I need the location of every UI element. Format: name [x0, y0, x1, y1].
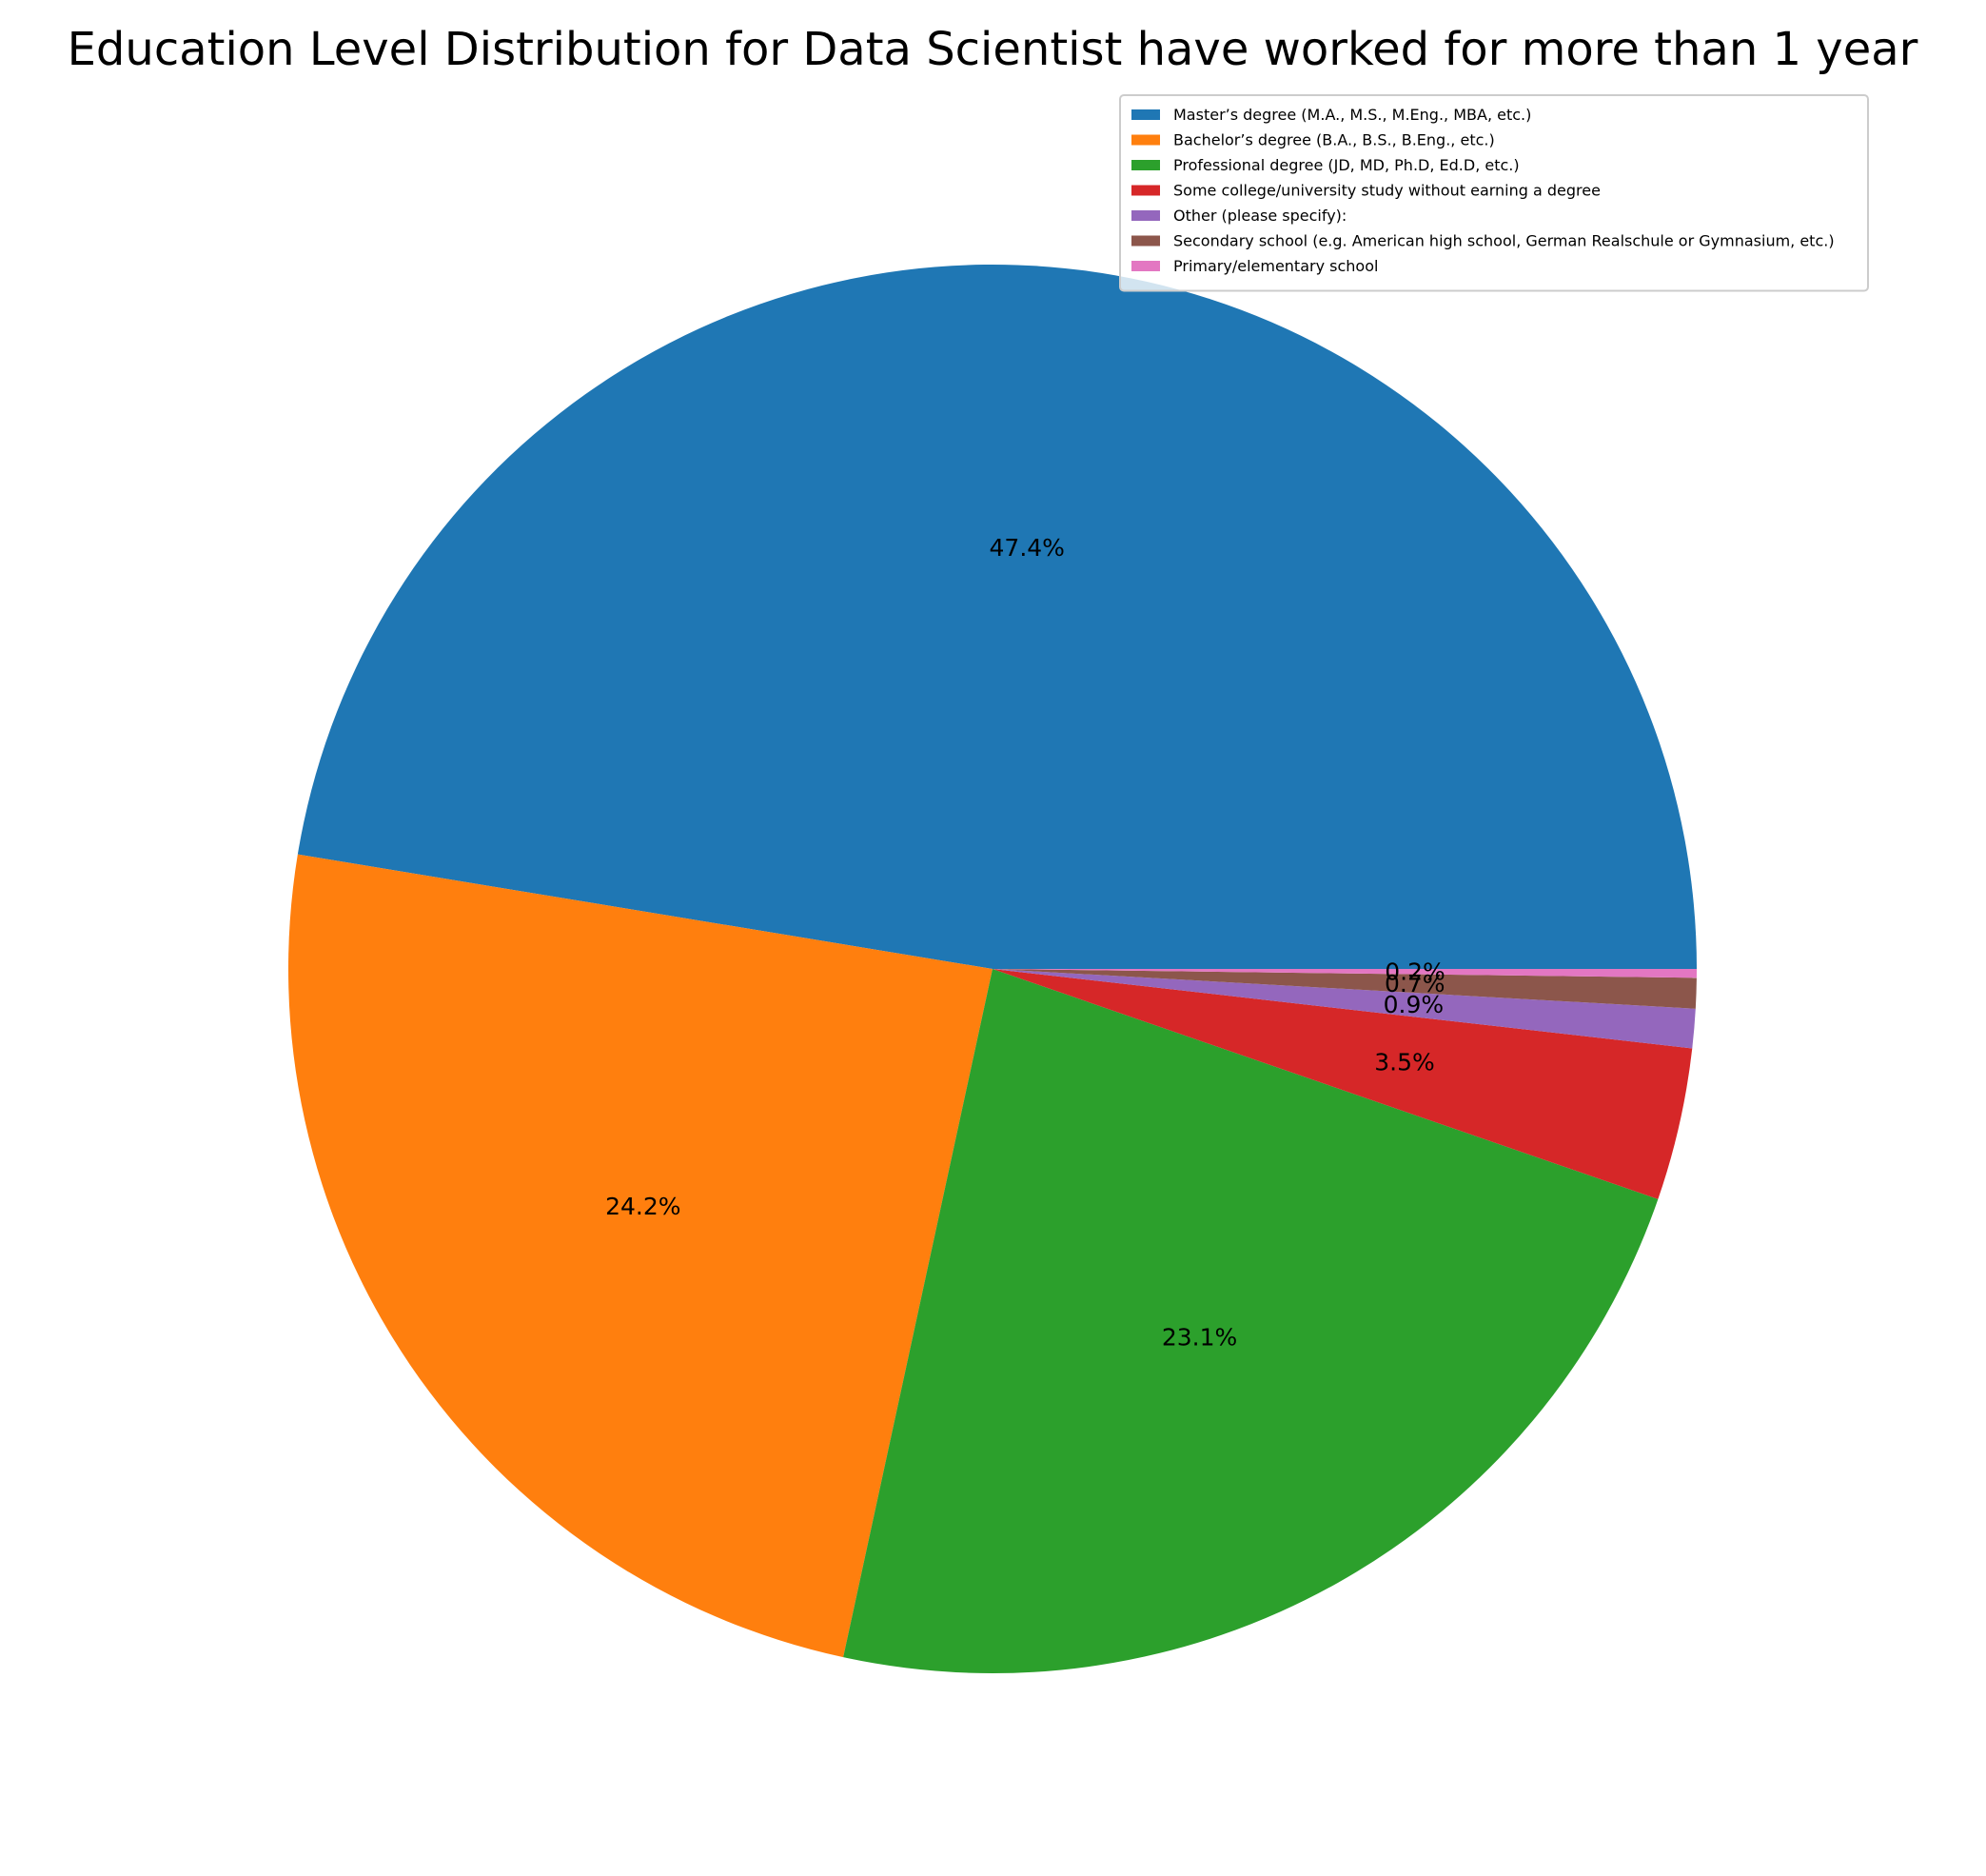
legend-label-3: Professional degree (JD, MD, Ph.D, Ed.D,… — [1173, 156, 1520, 174]
legend-label-4: Some college/university study without ea… — [1173, 182, 1601, 200]
pie-slice-5 — [993, 969, 1696, 1049]
legend-label-7: Primary/elementary school — [1173, 257, 1378, 275]
pie-slice-label-1: 47.4% — [990, 534, 1065, 562]
pie-slice-label-7: 0.2% — [1385, 958, 1445, 985]
legend-swatch-5 — [1131, 210, 1160, 221]
legend-frame — [1119, 94, 1869, 292]
pie-slice-label-3: 23.1% — [1162, 1324, 1237, 1352]
pie-slice-label-4: 3.5% — [1374, 1049, 1435, 1076]
pie-slice-4 — [993, 969, 1693, 1199]
pie-slice-label-2: 24.2% — [605, 1193, 680, 1220]
legend-label-2: Bachelor’s degree (B.A., B.S., B.Eng., e… — [1173, 131, 1495, 149]
legend-swatch-1 — [1131, 109, 1160, 120]
legend-swatch-7 — [1131, 261, 1160, 271]
pie-slice-2 — [287, 854, 993, 1658]
pie-slice-label-6: 0.7% — [1385, 970, 1445, 997]
legend-swatch-3 — [1131, 160, 1160, 170]
legend-swatch-6 — [1131, 235, 1160, 247]
legend-label-5: Other (please specify): — [1173, 207, 1347, 225]
legend-swatch-4 — [1131, 185, 1160, 196]
legend-label-6: Secondary school (e.g. American high sch… — [1173, 232, 1835, 250]
legend-swatch-2 — [1131, 134, 1160, 146]
pie-percentage-labels: 47.4% 24.2% 23.1% 3.5% 0.9%0.7%0.2% — [605, 534, 1445, 1352]
legend: Master’s degree (M.A., M.S., M.Eng., MBA… — [1119, 94, 1869, 292]
chart-title: Education Level Distribution for Data Sc… — [68, 23, 1918, 76]
pie-slice-label-5: 0.9% — [1384, 991, 1445, 1018]
pie-slice-3 — [843, 969, 1659, 1674]
pie-slice-7 — [993, 969, 1697, 978]
pie-slice-6 — [993, 969, 1697, 1009]
legend-label-1: Master’s degree (M.A., M.S., M.Eng., MBA… — [1173, 106, 1531, 124]
pie-slice-1 — [297, 264, 1698, 969]
pie-slices — [287, 264, 1698, 1674]
